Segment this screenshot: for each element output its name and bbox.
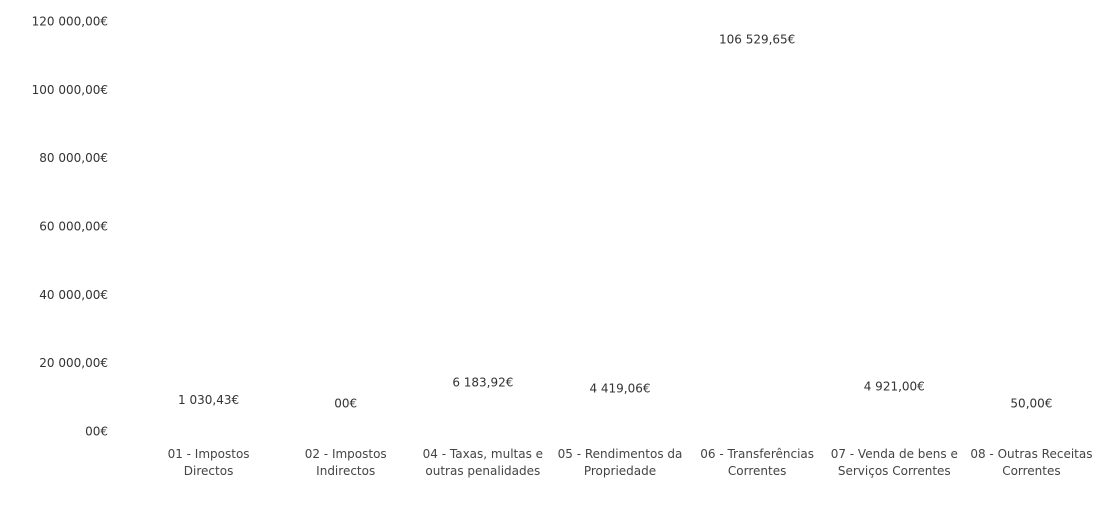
data-label: 50,00€: [1010, 396, 1052, 410]
x-tick-label-box: 08 - Outras Receitas Correntes: [970, 447, 1093, 478]
x-tick-label-box: 02 - Impostos Indirectos: [304, 447, 387, 478]
y-tick-label: 40 000,00€: [39, 288, 108, 302]
x-tick-label-box: 04 - Taxas, multas e outras penalidades: [422, 447, 544, 478]
y-tick-label: 00€: [85, 425, 108, 439]
y-tick-label: 100 000,00€: [32, 83, 108, 97]
bar: [716, 68, 799, 433]
data-label: 6 183,92€: [452, 375, 513, 389]
data-label: 4 921,00€: [864, 380, 925, 394]
x-tick-label: 07 - Venda de bens e Serviços Correntes: [830, 447, 958, 478]
x-tick-label: 05 - Rendimentos da Propriedade: [557, 447, 683, 478]
data-label: 4 419,06€: [589, 381, 650, 395]
y-tick-label: 20 000,00€: [39, 356, 108, 370]
x-tick-label-box: 07 - Venda de bens e Serviços Correntes: [830, 447, 958, 478]
x-tick-label-box: 05 - Rendimentos da Propriedade: [557, 447, 683, 478]
data-label: 1 030,43€: [178, 393, 239, 407]
bar: [578, 416, 662, 432]
x-tick-label: 01 - Impostos Directos: [167, 447, 250, 478]
x-tick-label-box: 06 - Transferências Correntes: [700, 447, 815, 478]
x-tick-label: 02 - Impostos Indirectos: [304, 447, 387, 478]
y-tick-label: 60 000,00€: [39, 220, 108, 234]
bar: [853, 415, 936, 432]
x-tick-label-box: 01 - Impostos Directos: [167, 447, 250, 478]
y-tick-label: 120 000,00€: [32, 15, 108, 29]
bar: [441, 410, 524, 432]
data-label: 106 529,65€: [719, 33, 795, 47]
x-tick-label: 06 - Transferências Correntes: [700, 447, 815, 478]
x-tick-label: 04 - Taxas, multas e outras penalidades: [422, 447, 544, 478]
x-tick-label: 08 - Outras Receitas Correntes: [970, 447, 1093, 478]
bar: [167, 428, 250, 432]
data-label: 00€: [334, 397, 357, 411]
y-tick-label: 80 000,00€: [39, 151, 108, 165]
